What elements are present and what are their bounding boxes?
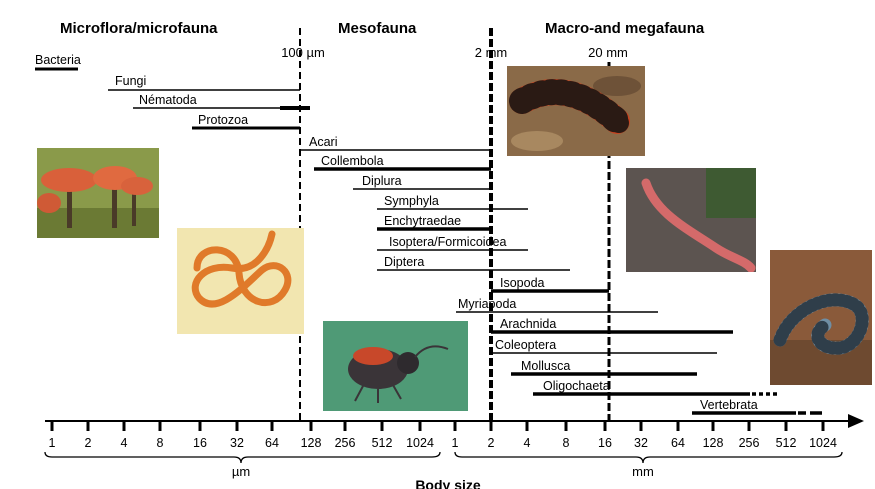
mm-tick-label-8: 8 <box>563 436 570 450</box>
marker-label-20mm: 20 mm <box>588 45 628 60</box>
axis-title: Body size <box>415 477 481 489</box>
collembola-photo <box>323 321 468 411</box>
label-arachnida: Arachnida <box>500 317 556 331</box>
um-tick-label-4: 4 <box>121 436 128 450</box>
um-tick-label-128: 128 <box>301 436 322 450</box>
brace-um <box>44 451 441 464</box>
um-tick-label-32: 32 <box>230 436 244 450</box>
mm-tick-label-32: 32 <box>634 436 648 450</box>
label-isoptera: Isoptera/Formicoidea <box>389 235 506 249</box>
um-tick-label-2: 2 <box>85 436 92 450</box>
label-acari: Acari <box>309 135 337 149</box>
brace-mm <box>454 451 843 464</box>
label-vertebrata: Vertebrata <box>700 398 758 412</box>
millipede-photo <box>507 66 645 156</box>
label-mollusca: Mollusca <box>521 359 570 373</box>
heading-macrofauna: Macro-and megafauna <box>545 20 705 37</box>
label-collembola: Collembola <box>321 154 384 168</box>
mm-tick-label-64: 64 <box>671 436 685 450</box>
mm-tick-label-1024: 1024 <box>809 436 837 450</box>
mm-tick-label-4: 4 <box>524 436 531 450</box>
um-tick-label-512: 512 <box>372 436 393 450</box>
label-diplura: Diplura <box>362 174 402 188</box>
um-tick-label-8: 8 <box>157 436 164 450</box>
label-fungi: Fungi <box>115 74 146 88</box>
mm-tick-label-256: 256 <box>739 436 760 450</box>
label-enchytraedae: Enchytraedae <box>384 214 461 228</box>
label-nematoda: Nématoda <box>139 93 197 107</box>
fungi-photo <box>37 148 159 238</box>
axis-arrowhead <box>848 414 864 428</box>
um-tick-label-64: 64 <box>265 436 279 450</box>
um-tick-label-1: 1 <box>49 436 56 450</box>
mm-tick-label-128: 128 <box>703 436 724 450</box>
mm-tick-label-2: 2 <box>488 436 495 450</box>
label-oligochaeta: Oligochaeta <box>543 379 610 393</box>
mm-tick-label-16: 16 <box>598 436 612 450</box>
um-tick-label-256: 256 <box>335 436 356 450</box>
unit-um: µm <box>232 464 250 479</box>
label-diptera: Diptera <box>384 255 424 269</box>
label-isopoda: Isopoda <box>500 276 545 290</box>
group-bars <box>35 67 822 415</box>
heading-mesofauna: Mesofauna <box>338 20 417 37</box>
mm-tick-label-512: 512 <box>776 436 797 450</box>
marker-label-100um: 100 µm <box>281 45 325 60</box>
axis-ticks: 1 2 4 8 16 32 64 128 256 512 1024 1 2 4 8 16 32 64 128 256 5… <box>49 421 837 450</box>
earthworm-photo <box>626 168 756 272</box>
label-protozoa: Protozoa <box>198 113 248 127</box>
heading-microflora: Microflora/microfauna <box>60 20 218 37</box>
nematode-photo <box>177 228 304 334</box>
label-myriapoda: Myriapoda <box>458 297 516 311</box>
label-symphyla: Symphyla <box>384 194 439 208</box>
um-tick-label-1024: 1024 <box>406 436 434 450</box>
label-bacteria: Bacteria <box>35 53 81 67</box>
unit-mm: mm <box>632 464 654 479</box>
um-tick-label-16: 16 <box>193 436 207 450</box>
group-labels: Bacteria Fungi Nématoda Protozoa Acari C… <box>35 53 758 412</box>
caecilian-photo <box>770 250 872 385</box>
label-coleoptera: Coleoptera <box>495 338 556 352</box>
mm-tick-label-1: 1 <box>452 436 459 450</box>
